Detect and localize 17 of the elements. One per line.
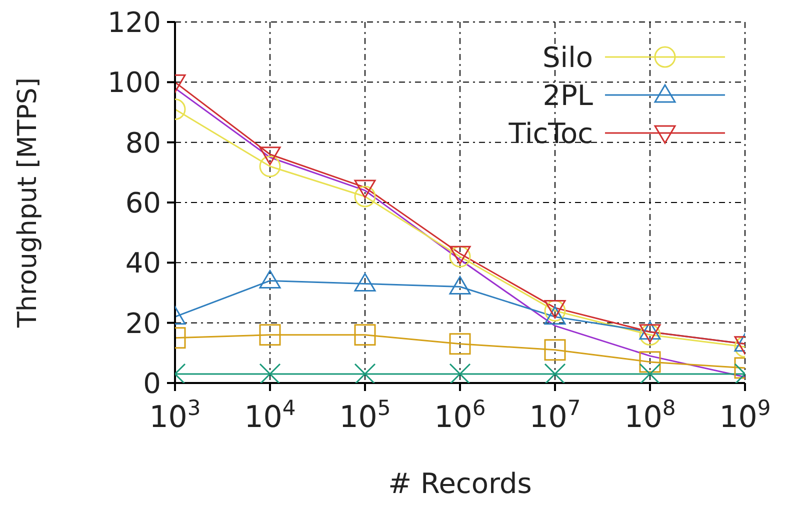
y-tick-label: 20 xyxy=(125,306,161,340)
x-tick-label: 10$^{8}$ xyxy=(624,396,676,435)
legend-label: TicToc xyxy=(508,117,593,150)
x-tick-label: 10$^{7}$ xyxy=(529,396,581,435)
y-axis-title: Throughput [MTPS] xyxy=(13,77,43,329)
y-tick-label: 60 xyxy=(125,186,161,220)
x-tick-label: 10$^{5}$ xyxy=(339,396,391,435)
x-tick-label: 10$^{9}$ xyxy=(719,396,771,435)
y-tick-label: 120 xyxy=(108,6,161,39)
y-tick-label: 80 xyxy=(125,126,161,160)
legend-label: Silo xyxy=(542,41,593,74)
x-tick-label: 10$^{4}$ xyxy=(244,396,296,435)
x-tick-label: 10$^{6}$ xyxy=(434,396,486,435)
x-axis-title: # Records xyxy=(388,467,532,500)
legend-label: 2PL xyxy=(542,79,594,112)
y-tick-label: 100 xyxy=(108,66,161,100)
y-tick-label: 40 xyxy=(125,246,161,280)
